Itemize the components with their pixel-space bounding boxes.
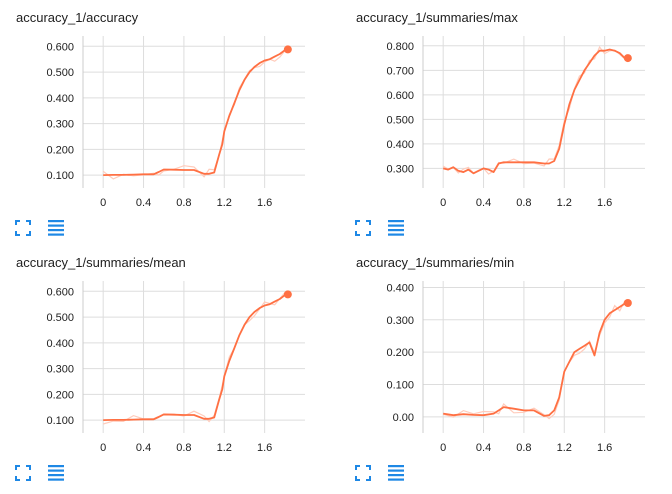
chart-plot[interactable]: 0.100 0.200 0.300 0.400 0.500 0.600 0 0.4 0.8 1.2… (0, 245, 330, 460)
x-tick-label: 0.8 (176, 197, 191, 209)
raw-series-line (442, 45, 626, 175)
chart-card-min: accuracy_1/summaries/min 0.00 0.100 0.200 0… (340, 245, 670, 490)
data-table-icon[interactable] (47, 219, 65, 237)
chart-title: accuracy_1/summaries/min (356, 255, 515, 270)
x-tick-label: 0 (100, 442, 106, 454)
x-tick-label: 1.2 (217, 442, 232, 454)
series-line (442, 48, 626, 175)
x-tick-label: 1.6 (597, 442, 612, 454)
fullscreen-icon[interactable] (354, 219, 372, 237)
y-tick-label: 0.600 (386, 90, 414, 102)
x-tick-label: 0.4 (136, 197, 151, 209)
y-tick-label: 0.300 (386, 163, 414, 175)
last-point-marker (623, 298, 632, 307)
y-tick-label: 0.600 (46, 41, 74, 53)
chart-plot[interactable]: 0.300 0.400 0.500 0.600 0.700 0.800 0 0.4 0.8 1.2… (340, 0, 670, 215)
chart-card-max: accuracy_1/summaries/max 0.300 0.400 0.500… (340, 0, 670, 245)
x-tick-label: 0.8 (516, 442, 531, 454)
chart-card-mean: accuracy_1/summaries/mean 0.100 0.200 0.30… (0, 245, 330, 490)
raw-series-line (103, 292, 286, 425)
y-tick-label: 0.300 (46, 119, 74, 131)
last-point-marker (283, 45, 292, 54)
y-tick-label: 0.300 (386, 315, 414, 327)
y-tick-label: 0.200 (46, 144, 74, 156)
raw-series-line (102, 50, 286, 180)
y-tick-label: 0.700 (386, 65, 414, 77)
x-tick-label: 0.8 (176, 442, 191, 454)
y-tick-label: 0.200 (386, 347, 414, 359)
series-line (103, 294, 286, 421)
fullscreen-icon[interactable] (354, 464, 372, 482)
x-tick-label: 0.4 (476, 197, 491, 209)
x-tick-label: 1.6 (257, 197, 272, 209)
data-table-icon[interactable] (387, 219, 405, 237)
series-line (103, 49, 286, 176)
chart-card-accuracy: accuracy_1/accuracy 0.100 0.200 0.300 0.400… (0, 0, 330, 245)
x-tick-label: 1.6 (257, 442, 272, 454)
y-tick-label: 0.300 (46, 364, 74, 376)
y-tick-label: 0.100 (46, 415, 74, 427)
x-tick-label: 1.6 (597, 197, 612, 209)
x-tick-label: 0 (440, 442, 446, 454)
y-tick-label: 0.500 (46, 312, 74, 324)
y-tick-label: 0.600 (46, 286, 74, 298)
x-tick-label: 0.4 (476, 442, 491, 454)
x-tick-label: 0.4 (136, 442, 151, 454)
x-tick-label: 1.2 (217, 197, 232, 209)
y-tick-label: 0.100 (46, 170, 74, 182)
chart-title: accuracy_1/summaries/max (356, 10, 518, 25)
x-tick-label: 1.2 (557, 442, 572, 454)
y-tick-label: 0.400 (386, 282, 414, 294)
y-tick-label: 0.00 (393, 412, 414, 424)
y-tick-label: 0.400 (46, 338, 74, 350)
x-tick-label: 0 (100, 197, 106, 209)
fullscreen-icon[interactable] (14, 464, 32, 482)
data-table-icon[interactable] (387, 464, 405, 482)
chart-title: accuracy_1/summaries/mean (16, 255, 186, 270)
x-tick-label: 1.2 (557, 197, 572, 209)
y-tick-label: 0.800 (386, 41, 414, 53)
y-tick-label: 0.500 (386, 114, 414, 126)
chart-title: accuracy_1/accuracy (16, 10, 139, 25)
x-tick-label: 0 (440, 197, 446, 209)
last-point-marker (623, 54, 632, 63)
fullscreen-icon[interactable] (14, 219, 32, 237)
last-point-marker (283, 290, 292, 299)
data-table-icon[interactable] (47, 464, 65, 482)
y-tick-label: 0.200 (46, 389, 74, 401)
y-tick-label: 0.400 (46, 93, 74, 105)
x-tick-label: 0.8 (516, 197, 531, 209)
y-tick-label: 0.400 (386, 139, 414, 151)
series-line (443, 302, 626, 417)
raw-series-line (443, 300, 626, 420)
chart-plot[interactable]: 0.100 0.200 0.300 0.400 0.500 0.600 0 0.4 0.8 1.2… (0, 0, 330, 215)
chart-plot[interactable]: 0.00 0.100 0.200 0.300 0.400 0 0.4 0.8 1.2 1.6 (340, 245, 670, 460)
y-tick-label: 0.500 (46, 67, 74, 79)
y-tick-label: 0.100 (386, 379, 414, 391)
